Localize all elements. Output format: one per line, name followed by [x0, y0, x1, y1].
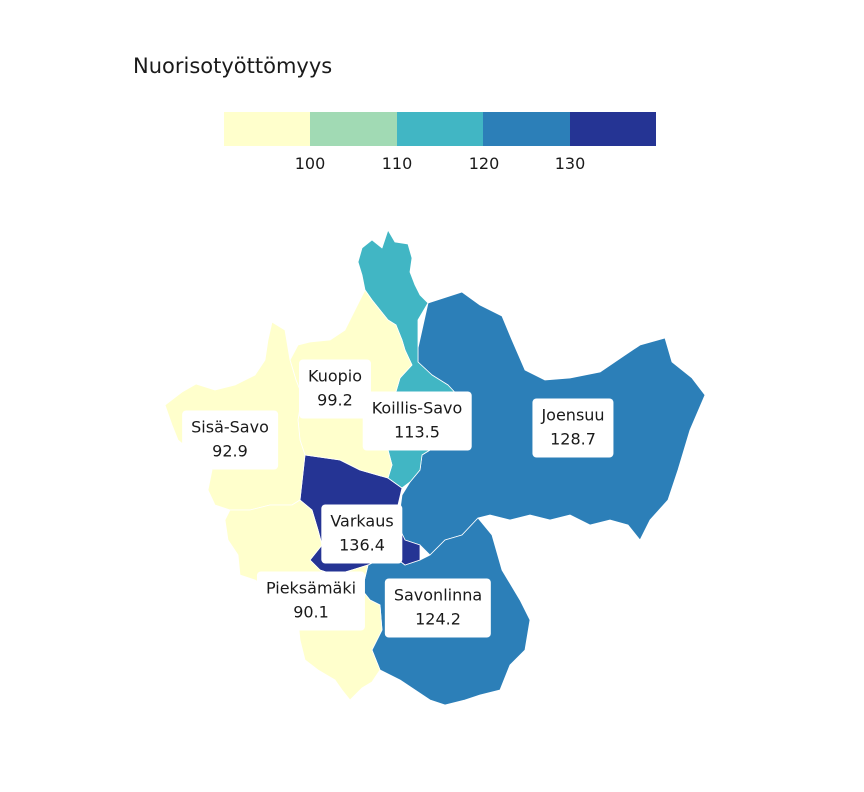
- region-value: 124.2: [415, 609, 461, 629]
- region-value: 90.1: [293, 602, 329, 622]
- color-legend: [224, 112, 657, 146]
- region-label-savonlinna: Savonlinna 124.2: [384, 578, 492, 638]
- region-label-pieksamaki: Pieksämäki 90.1: [256, 571, 366, 631]
- map-title: Nuorisotyöttömyys: [133, 54, 333, 78]
- region-name: Varkaus: [330, 511, 394, 531]
- legend-tick: 110: [381, 154, 413, 173]
- legend-swatch: [396, 112, 484, 146]
- region-value: 99.2: [317, 390, 353, 410]
- region-name: Sisä-Savo: [191, 417, 269, 437]
- region-label-varkaus: Varkaus 136.4: [321, 504, 403, 564]
- region-value: 113.5: [394, 422, 440, 442]
- region-value: 136.4: [339, 535, 385, 555]
- region-value: 92.9: [212, 441, 248, 461]
- region-label-koillis-savo: Koillis-Savo 113.5: [362, 391, 472, 451]
- region-name: Pieksämäki: [265, 578, 357, 598]
- region-name: Joensuu: [541, 405, 605, 425]
- legend-tick: 120: [468, 154, 500, 173]
- legend-swatch: [483, 112, 570, 146]
- region-label-kuopio: Kuopio 99.2: [298, 359, 372, 419]
- region-label-joensuu: Joensuu 128.7: [532, 398, 614, 458]
- region-name: Koillis-Savo: [371, 398, 463, 418]
- legend-swatch: [569, 112, 657, 146]
- legend-swatch: [224, 112, 311, 146]
- region-value: 128.7: [550, 429, 596, 449]
- legend-tick: 100: [294, 154, 326, 173]
- legend-tick: 130: [554, 154, 586, 173]
- legend-swatch: [310, 112, 397, 146]
- region-name: Kuopio: [307, 366, 363, 386]
- region-label-sisa-savo: Sisä-Savo 92.9: [182, 410, 278, 470]
- region-name: Savonlinna: [393, 585, 483, 605]
